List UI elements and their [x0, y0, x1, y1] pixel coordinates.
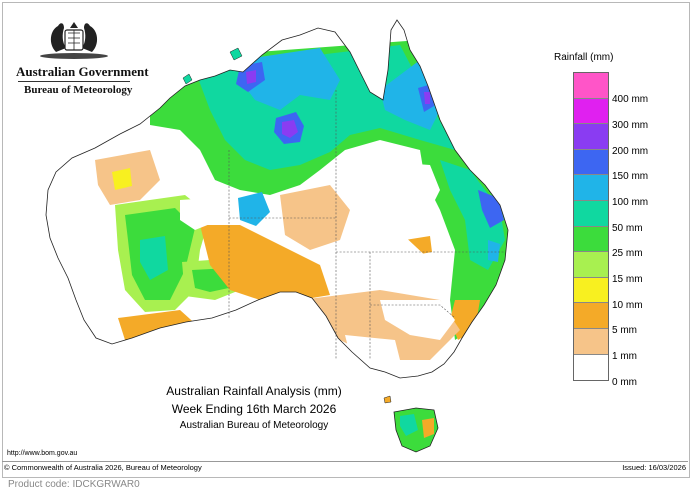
legend-label: 200 mm [612, 146, 649, 157]
legend-label: 5 mm [612, 325, 637, 336]
legend-swatch [574, 303, 608, 329]
legend-label: 100 mm [612, 197, 649, 208]
legend-label: 15 mm [612, 274, 643, 285]
issued-date: Issued: 16/03/2026 [622, 463, 686, 472]
legend-swatch [574, 98, 608, 125]
coat-of-arms-icon [40, 22, 108, 59]
legend-label: 150 mm [612, 171, 649, 182]
legend [573, 72, 609, 382]
legend-label: 400 mm [612, 94, 649, 105]
legend-label: 10 mm [612, 300, 643, 311]
website-link[interactable]: http://www.bom.gov.au [7, 450, 78, 457]
product-code: Product code: IDCKGRWAR0 [8, 479, 140, 490]
legend-label: 0 mm [612, 377, 637, 388]
map-source: Australian Bureau of Meteorology [179, 420, 329, 431]
copyright-text: © Commonwealth of Australia 2026, Bureau… [4, 463, 202, 472]
map-title: Australian Rainfall Analysis (mm) [166, 384, 342, 398]
government-name: Australian Government [16, 64, 149, 79]
legend-swatch [574, 149, 608, 176]
legend-label: 300 mm [612, 120, 649, 131]
legend-swatch [574, 226, 608, 253]
legend-swatch [574, 354, 608, 381]
legend-label: 50 mm [612, 223, 643, 234]
bureau-name: Bureau of Meteorology [24, 84, 133, 96]
map-subtitle: Week Ending 16th March 2026 [171, 402, 337, 416]
legend-title: Rainfall (mm) [554, 52, 614, 63]
legend-swatch [574, 328, 608, 355]
legend-label: 1 mm [612, 351, 637, 362]
legend-swatch [574, 252, 608, 278]
legend-swatch [574, 175, 608, 201]
header-divider [18, 81, 130, 82]
legend-label: 25 mm [612, 248, 643, 259]
legend-swatch [574, 124, 608, 150]
legend-swatch [574, 73, 608, 99]
footer-divider [2, 461, 688, 462]
legend-swatch [574, 200, 608, 227]
legend-swatch [574, 277, 608, 304]
